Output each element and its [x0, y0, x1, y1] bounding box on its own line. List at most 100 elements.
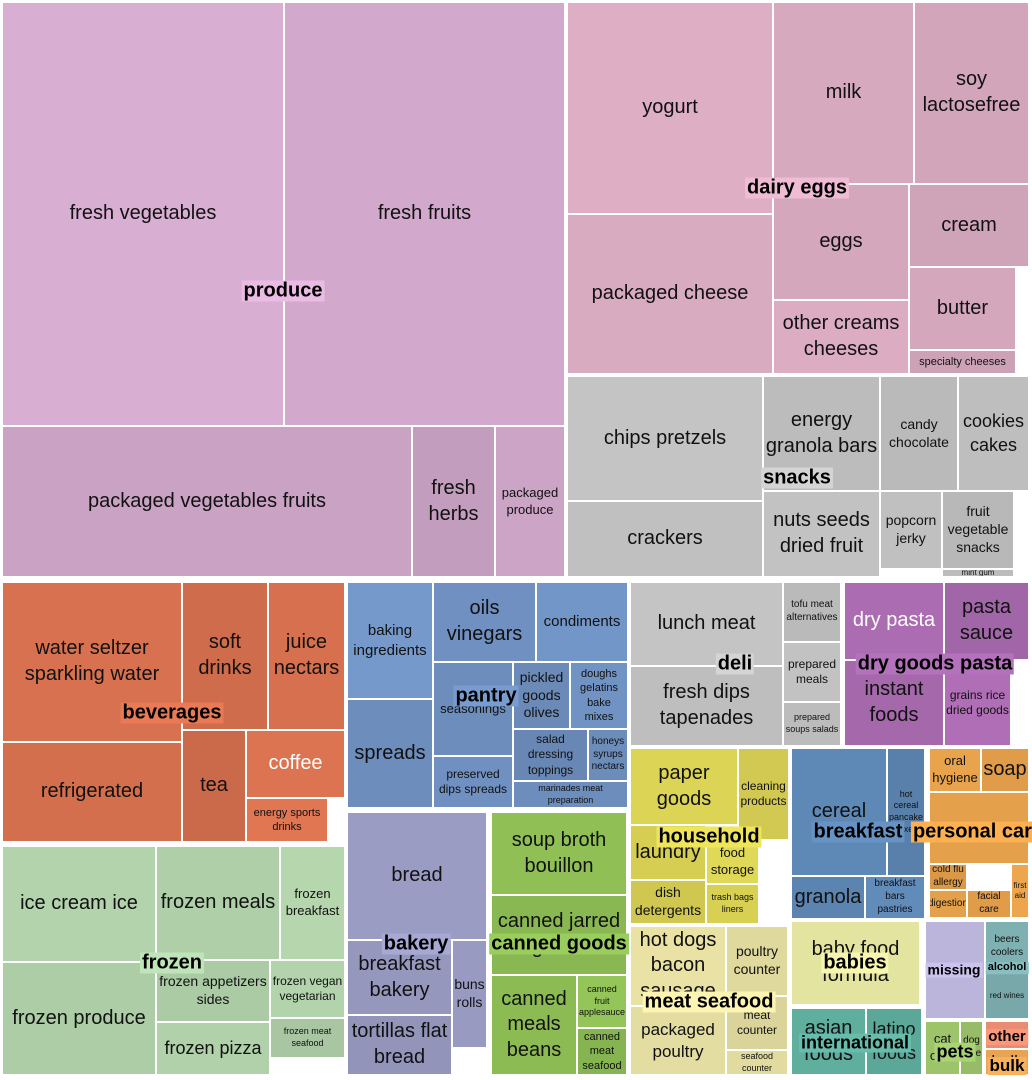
group-label-alcohol: alcohol	[985, 961, 1029, 974]
treemap-cell-label: tea	[200, 774, 228, 797]
treemap-cell-label: packaged produce	[501, 484, 559, 517]
treemap-cell-salad-dressing-toppings: salad dressing toppings	[513, 729, 588, 781]
treemap-cell-label: frozen vegan vegetarian	[272, 973, 343, 1003]
treemap-cell-label: honeys syrups nectars	[591, 735, 625, 773]
treemap-cell-label: ice cream ice	[20, 892, 138, 915]
treemap-cell-breakfast-bars-pastries: breakfast bars pastries	[865, 876, 925, 919]
treemap-cell-cereal: cereal	[791, 748, 887, 876]
treemap-cell-label: pasta sauce	[959, 596, 1014, 644]
treemap-cell-label: canned fruit applesauce	[578, 984, 626, 1018]
treemap-cell-label: marinades meat preparation	[538, 782, 603, 805]
group-label-frozen: frozen	[140, 951, 204, 974]
treemap-cell-label: cold flu allergy	[932, 864, 964, 888]
treemap-cell-label: prepared soups salads	[785, 712, 839, 734]
treemap-cell-soy-lactosefree: soy lactosefree	[914, 2, 1029, 184]
treemap-cell-milk: milk	[773, 2, 914, 184]
treemap-cell-canned-fruit-applesauce: canned fruit applesauce	[577, 975, 627, 1028]
treemap-cell-label: frozen meat seafood	[283, 1026, 332, 1048]
group-label-personal-care: personal care	[910, 821, 1032, 843]
treemap-cell-preserved-dips-spreads: preserved dips spreads	[433, 756, 513, 808]
treemap-cell-dry-pasta: dry pasta	[844, 582, 944, 660]
treemap-cell-label: soy lactosefree	[922, 68, 1021, 116]
treemap-cell-trash-bags-liners: trash bags liners	[706, 884, 759, 924]
treemap-cell-honeys-syrups-nectars: honeys syrups nectars	[588, 729, 628, 781]
treemap-cell-label: energy granola bars	[765, 408, 878, 457]
treemap-cell-first-aid: first aid	[1011, 864, 1029, 918]
treemap-cell-digestion: digestion	[929, 890, 967, 918]
treemap-cell-label: breakfast bakery	[358, 952, 441, 1001]
treemap-cell-label: digestion	[929, 897, 967, 909]
treemap-cell-label: soup broth bouillon	[511, 828, 607, 877]
treemap-cell-label: seafood counter	[740, 1050, 774, 1073]
treemap-cell-prepared-soups-salads: prepared soups salads	[783, 702, 841, 746]
treemap-cell-label: frozen meals	[160, 891, 276, 914]
treemap-cell-label: other creams cheeses	[782, 312, 900, 360]
treemap-cell-facial-care: facial care	[967, 890, 1011, 918]
treemap-cell-label: doughs gelatins bake mixes	[580, 668, 618, 723]
treemap-cell-label: specialty cheeses	[919, 355, 1006, 368]
treemap-cell-label: red wines	[989, 990, 1025, 1000]
group-label-beverages: beverages	[120, 701, 224, 724]
treemap-cell-buns-rolls: buns rolls	[452, 940, 487, 1048]
treemap-cell-label: juice nectars	[273, 631, 340, 679]
treemap-cell-label: soft drinks	[198, 631, 252, 679]
group-label-babies: babies	[821, 951, 889, 974]
treemap-cell-packaged-poultry: packaged poultry	[630, 1006, 726, 1075]
treemap-cell-spreads: spreads	[347, 699, 433, 808]
group-label-bulk: bulk	[987, 1056, 1027, 1076]
treemap-cell-baking-ingredients: baking ingredients	[347, 582, 433, 699]
group-label-pantry: pantry	[453, 684, 519, 707]
treemap-cell-lunch-meat: lunch meat	[630, 582, 783, 666]
treemap-cell-label: preserved dips spreads	[438, 766, 508, 796]
treemap-cell-label: instant foods	[864, 678, 924, 726]
treemap-cell-label: poultry counter	[733, 943, 781, 977]
treemap-cell-granola: granola	[791, 876, 865, 919]
treemap-cell-packaged-produce: packaged produce	[495, 426, 565, 577]
treemap-cell-cookies-cakes: cookies cakes	[958, 376, 1029, 491]
group-label-household: household	[656, 825, 762, 848]
treemap-cell-fresh-dips-tapenades: fresh dips tapenades	[630, 666, 783, 746]
treemap-cell-doughs-gelatins-bake-mixes: doughs gelatins bake mixes	[570, 662, 628, 729]
treemap-cell-other-creams-cheeses: other creams cheeses	[773, 300, 909, 374]
treemap-cell-pasta-sauce: pasta sauce	[944, 582, 1029, 660]
treemap-cell-ice-cream-ice: ice cream ice	[2, 846, 156, 962]
treemap-cell-label: chips pretzels	[603, 426, 727, 449]
treemap-cell-label: bread	[391, 864, 443, 887]
treemap-cell-frozen-meat-seafood: frozen meat seafood	[270, 1018, 345, 1058]
treemap-cell-label: fresh vegetables	[69, 202, 217, 225]
treemap-cell-label: canned meals beans	[501, 987, 567, 1061]
treemap-cell-candy-chocolate: candy chocolate	[880, 376, 958, 491]
group-label-dry-goods-pasta: dry goods pasta	[855, 652, 1015, 675]
treemap-cell-label: popcorn jerky	[885, 512, 937, 546]
group-label-breakfast: breakfast	[811, 820, 905, 843]
treemap-cell-label: butter	[936, 296, 989, 319]
treemap-cell-label: crackers	[627, 527, 703, 550]
treemap-cell-label: candy chocolate	[889, 415, 949, 450]
treemap-cell-label: baking ingredients	[353, 622, 427, 659]
treemap-cell-fresh-vegetables: fresh vegetables	[2, 2, 284, 426]
treemap-cell-nuts-seeds-dried-fruit: nuts seeds dried fruit	[763, 491, 880, 577]
group-label-snacks: snacks	[761, 466, 833, 489]
treemap-cell-label: water seltzer sparkling water	[24, 637, 160, 685]
treemap-cell-tea: tea	[182, 730, 246, 842]
treemap-cell-label: breakfast bars pastries	[874, 878, 916, 915]
treemap-cell-label: refrigerated	[40, 780, 144, 803]
treemap-cell-prepared-meals: prepared meals	[783, 642, 841, 702]
treemap-cell-label: cookies cakes	[962, 411, 1025, 455]
treemap-cell-label: frozen breakfast	[285, 886, 340, 918]
treemap-cell-label: cream	[941, 213, 997, 236]
treemap-cell-packaged-vegetables-fruits: packaged vegetables fruits	[2, 426, 412, 577]
treemap-cell-juice-nectars: juice nectars	[268, 582, 345, 730]
treemap-cell-soup-broth-bouillon: soup broth bouillon	[491, 812, 627, 895]
group-label-canned-goods: canned goods	[489, 932, 629, 955]
treemap-cell-cream: cream	[909, 184, 1029, 267]
treemap-cell-label: energy sports drinks	[253, 806, 321, 833]
treemap-cell-label: buns rolls	[454, 976, 485, 1010]
treemap-cell-label: milk	[825, 81, 862, 104]
treemap-cell-tortillas-flat-bread: tortillas flat bread	[347, 1015, 452, 1075]
treemap-cell-label: mint gum	[961, 569, 995, 577]
treemap-cell-refrigerated: refrigerated	[2, 742, 182, 842]
treemap-cell-label: eggs	[819, 230, 863, 253]
treemap-cell-tofu-meat-alternatives: tofu meat alternatives	[783, 582, 841, 642]
treemap-cell-frozen-breakfast: frozen breakfast	[280, 846, 345, 960]
